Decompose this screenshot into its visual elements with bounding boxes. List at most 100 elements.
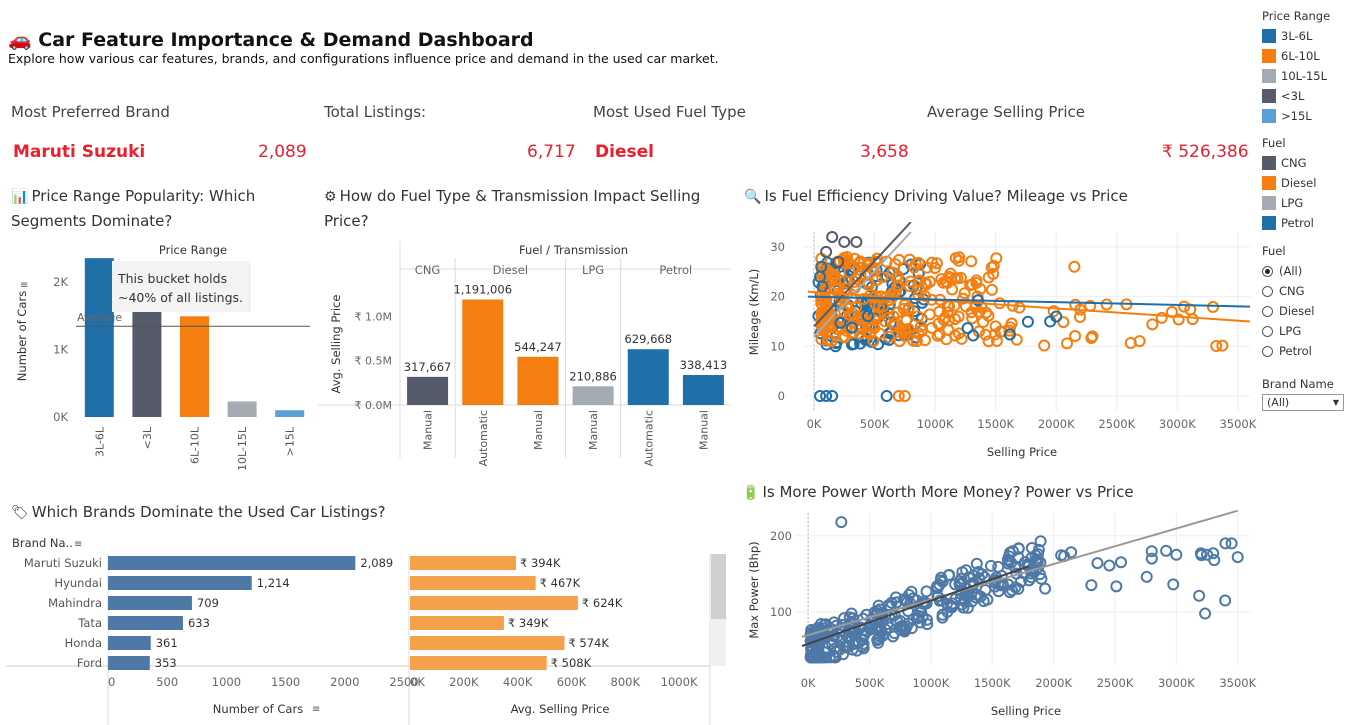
power-point — [1009, 581, 1022, 594]
magnifier-icon: 🔍 — [744, 189, 762, 205]
price-range-y-tick: 0K — [53, 410, 68, 424]
price-range-legend-item[interactable]: 3L-6L — [1262, 26, 1354, 46]
power-point — [972, 565, 985, 578]
brand-count-bar — [108, 636, 151, 650]
fuel-filter-option[interactable]: CNG — [1262, 281, 1354, 301]
brand-price-bar — [410, 556, 517, 570]
power-point — [990, 571, 1003, 584]
price-range-legend-item[interactable]: 6L-10L — [1262, 46, 1354, 66]
fuel-filter-option-label: LPG — [1279, 324, 1302, 338]
brand-listings-chart[interactable]: Brand Na.. ≡Maruti Suzuki 2,089 ₹ 394KHyund… — [0, 530, 740, 725]
fuel-filter-option[interactable]: Diesel — [1262, 301, 1354, 321]
fuel-group-label: LPG — [582, 263, 604, 277]
price-range-legend-item[interactable]: <3L — [1262, 86, 1354, 106]
power-point — [936, 608, 949, 621]
kpi-listings-label: Total Listings: — [324, 103, 427, 121]
mileage-point — [1124, 337, 1137, 350]
fuel-filter-option[interactable]: Petrol — [1262, 341, 1354, 361]
brand-label: Honda — [65, 636, 102, 650]
price-range-legend-label: 10L-15L — [1281, 69, 1328, 83]
fuel-legend-item[interactable]: CNG — [1262, 153, 1354, 173]
radio-button[interactable] — [1262, 345, 1273, 357]
gear-icon: ⚙ — [324, 189, 337, 205]
mileage-trend-line — [813, 231, 912, 338]
brand-price-label: ₹ 508K — [551, 656, 592, 670]
power-point — [841, 640, 854, 653]
brand-filter-value: (All) — [1267, 396, 1290, 409]
fuel-trans-chart-title: Fuel / Transmission — [519, 243, 628, 257]
price-range-chart[interactable]: Price Range Number of Cars≡ 0K 1K 2K 3L-6L <3L… — [0, 236, 318, 476]
radio-button[interactable] — [1262, 325, 1273, 337]
mileage-x-tick: 3500K — [1219, 417, 1256, 431]
fuel-transmission-chart[interactable]: Fuel / Transmission Avg. Selling Price ₹ 0… — [318, 236, 736, 476]
power-point — [864, 619, 877, 632]
transmission-tick-label: Manual — [587, 410, 600, 450]
price-range-x-tick: 10L-15L — [236, 426, 249, 471]
power-y-axis-label: Max Power (Bhp) — [747, 541, 761, 638]
radio-button[interactable] — [1262, 285, 1273, 297]
power-point — [1039, 582, 1052, 595]
sort-icon: ≡ — [20, 280, 28, 291]
fuel-trans-data-label: 1,191,006 — [453, 283, 512, 297]
fuel-filter-option[interactable]: (All) — [1262, 261, 1354, 281]
mileage-point — [980, 306, 993, 319]
brand-label: Hyundai — [54, 576, 102, 590]
fuel-trans-bar — [572, 386, 614, 405]
brand-label: Maruti Suzuki — [24, 556, 102, 570]
power-point — [805, 640, 818, 653]
brand-price-x-axis-label: Avg. Selling Price — [511, 702, 610, 716]
power-point — [1167, 578, 1180, 591]
fuel-filter: Fuel (All) CNG Diesel LPG Petrol — [1262, 244, 1354, 361]
brands-section-title: 🏷 Which Brands Dominate the Used Car List… — [11, 500, 386, 525]
power-point — [1115, 556, 1128, 569]
mileage-point — [834, 294, 847, 307]
power-point — [1231, 551, 1244, 564]
brand-filter-dropdown[interactable]: (All) ▼ — [1262, 394, 1344, 411]
price-range-x-tick: 3L-6L — [93, 426, 106, 457]
power-point — [1145, 552, 1158, 565]
mileage-point — [880, 390, 893, 403]
fuel-legend-swatch — [1262, 216, 1276, 230]
mileage-point — [949, 252, 962, 265]
power-point — [911, 612, 924, 625]
power-x-tick: 1500K — [974, 676, 1011, 690]
mileage-point — [847, 338, 860, 351]
bar-chart-icon: 📊 — [11, 189, 29, 205]
radio-button[interactable] — [1262, 305, 1273, 317]
mileage-y-tick: 10 — [770, 339, 785, 353]
mileage-point — [967, 329, 980, 342]
price-range-bar — [227, 401, 257, 417]
price-range-legend-item[interactable]: >15L — [1262, 106, 1354, 126]
fuel-legend-item[interactable]: Petrol — [1262, 213, 1354, 233]
mileage-point — [814, 390, 827, 403]
brand-count-label: 2,089 — [360, 556, 393, 570]
mileage-point — [898, 390, 911, 403]
price-range-legend-title: Price Range — [1262, 9, 1331, 23]
mileage-point — [913, 274, 926, 287]
fuel-legend-item[interactable]: LPG — [1262, 193, 1354, 213]
brand-price-bar — [410, 636, 565, 650]
radio-button[interactable] — [1262, 265, 1273, 277]
fuel-trans-y-tick: ₹ 0.5M — [355, 355, 392, 368]
power-point — [1004, 546, 1017, 559]
fuel-filter-option[interactable]: LPG — [1262, 321, 1354, 341]
mileage-point — [827, 271, 840, 284]
mileage-scatter-chart[interactable]: 0 10 20 30 0K 500K 1000K 1500K 2000K 2500K 3000K 35… — [740, 222, 1258, 468]
tooltip-line1: This bucket holds — [118, 271, 228, 286]
price-range-bar — [84, 258, 114, 417]
power-point — [930, 581, 943, 594]
power-x-tick: 2500K — [1097, 676, 1134, 690]
power-point — [1201, 548, 1214, 561]
mileage-point — [1069, 330, 1082, 343]
fuel-trans-data-label: 629,668 — [624, 332, 672, 346]
price-range-legend-label: 3L-6L — [1281, 29, 1313, 43]
fuel-legend-label: Diesel — [1281, 176, 1317, 190]
price-range-legend-item[interactable]: 10L-15L — [1262, 66, 1354, 86]
mileage-point — [832, 255, 845, 268]
mileage-point — [821, 334, 834, 347]
fuel-legend-item[interactable]: Diesel — [1262, 173, 1354, 193]
power-point — [1034, 535, 1047, 548]
brand-count-label: 633 — [188, 616, 210, 630]
power-point — [984, 559, 997, 572]
